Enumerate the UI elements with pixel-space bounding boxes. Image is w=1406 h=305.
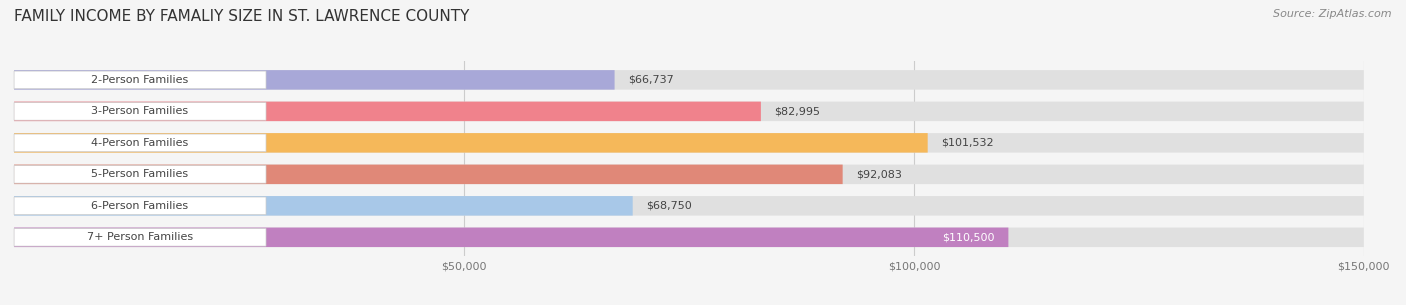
FancyBboxPatch shape	[14, 165, 842, 184]
FancyBboxPatch shape	[14, 134, 266, 152]
Text: $101,532: $101,532	[941, 138, 994, 148]
Text: $92,083: $92,083	[856, 169, 903, 179]
FancyBboxPatch shape	[14, 70, 1364, 90]
FancyBboxPatch shape	[14, 196, 1364, 216]
Text: 5-Person Families: 5-Person Families	[91, 169, 188, 179]
FancyBboxPatch shape	[14, 197, 266, 215]
FancyBboxPatch shape	[14, 102, 1364, 121]
Text: FAMILY INCOME BY FAMALIY SIZE IN ST. LAWRENCE COUNTY: FAMILY INCOME BY FAMALIY SIZE IN ST. LAW…	[14, 9, 470, 24]
FancyBboxPatch shape	[14, 70, 614, 90]
Text: $68,750: $68,750	[647, 201, 692, 211]
Text: $66,737: $66,737	[628, 75, 673, 85]
FancyBboxPatch shape	[14, 71, 266, 89]
FancyBboxPatch shape	[14, 102, 266, 120]
FancyBboxPatch shape	[14, 165, 1364, 184]
Text: 7+ Person Families: 7+ Person Families	[87, 232, 193, 242]
Text: Source: ZipAtlas.com: Source: ZipAtlas.com	[1274, 9, 1392, 19]
Text: 6-Person Families: 6-Person Families	[91, 201, 188, 211]
Text: $110,500: $110,500	[942, 232, 995, 242]
FancyBboxPatch shape	[14, 133, 1364, 152]
Text: $82,995: $82,995	[775, 106, 820, 117]
Text: 4-Person Families: 4-Person Families	[91, 138, 188, 148]
FancyBboxPatch shape	[14, 166, 266, 183]
FancyBboxPatch shape	[14, 102, 761, 121]
Text: 2-Person Families: 2-Person Families	[91, 75, 188, 85]
FancyBboxPatch shape	[14, 228, 266, 246]
FancyBboxPatch shape	[14, 133, 928, 152]
FancyBboxPatch shape	[14, 196, 633, 216]
FancyBboxPatch shape	[14, 228, 1008, 247]
Text: 3-Person Families: 3-Person Families	[91, 106, 188, 117]
FancyBboxPatch shape	[14, 228, 1364, 247]
